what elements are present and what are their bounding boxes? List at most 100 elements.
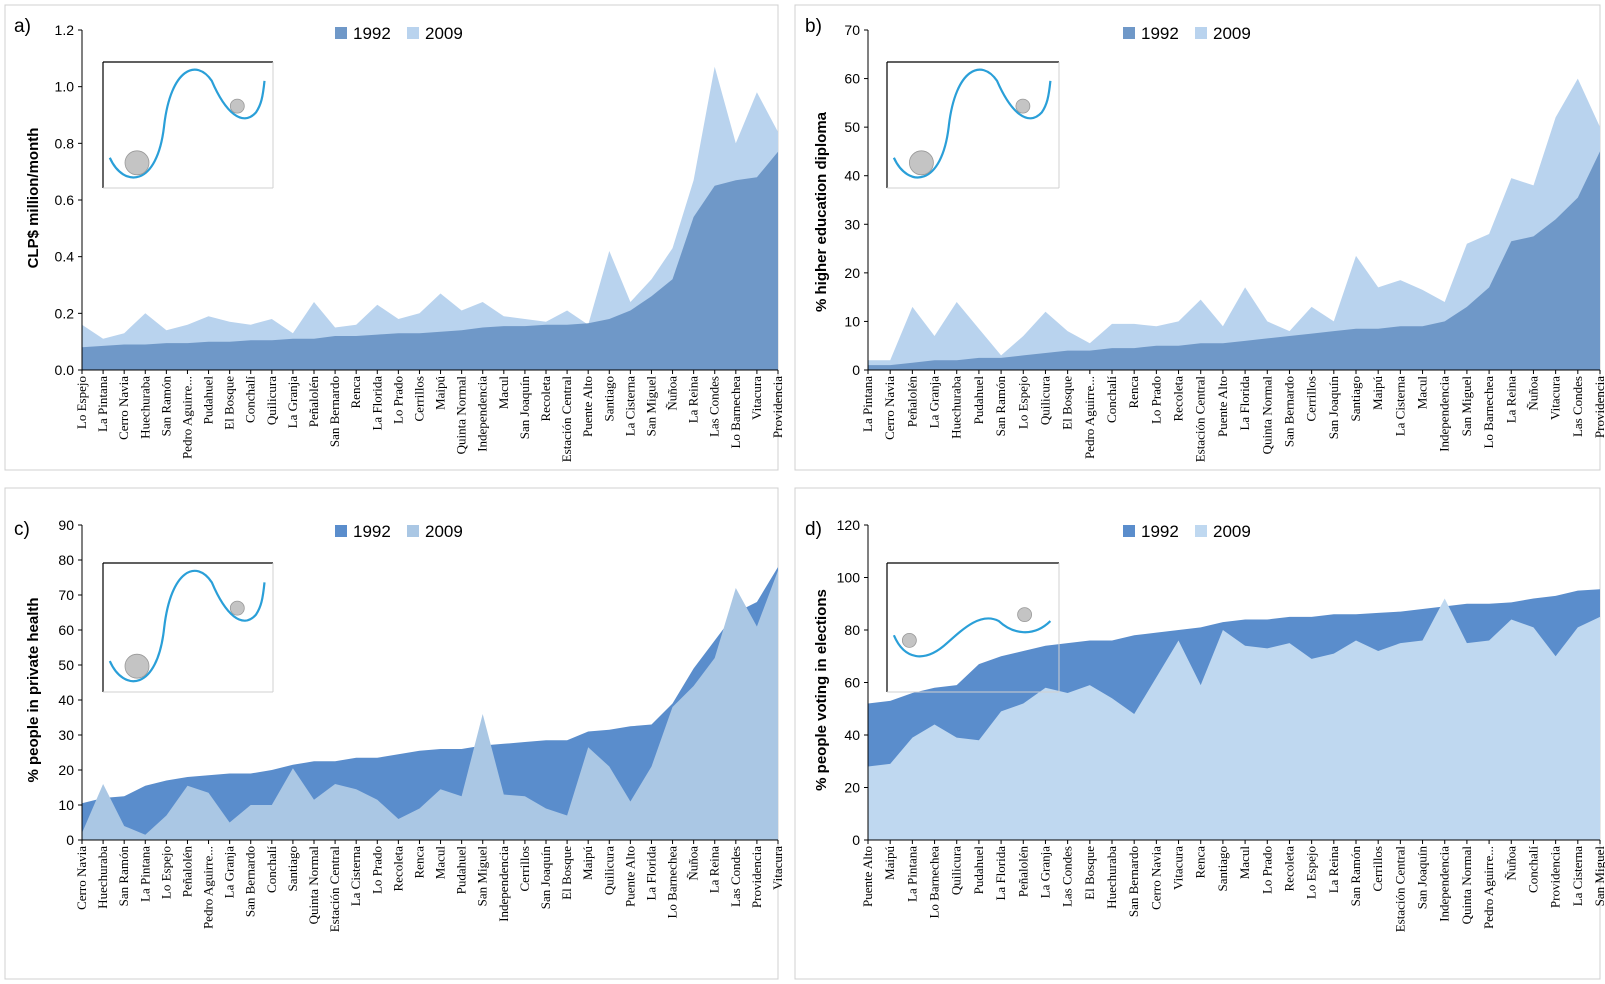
area-series-1992 <box>868 151 1600 370</box>
ball-icon <box>1015 98 1031 114</box>
x-category-label: Lo Prado <box>1259 846 1274 894</box>
x-category-label: Conchalí <box>1104 376 1119 423</box>
ball-icon <box>1017 607 1032 622</box>
x-category-label: Macul <box>433 846 448 880</box>
x-category-label: La Pintana <box>95 376 110 432</box>
x-category-label: Ñuñoa <box>686 846 701 881</box>
x-category-label: Estación Central <box>327 846 342 933</box>
legend-label-1992: 1992 <box>1141 24 1179 43</box>
x-category-label: Conchalí <box>1525 846 1540 893</box>
x-category-label: Maipú <box>433 376 448 410</box>
legend-swatch-2009 <box>1195 525 1207 537</box>
y-tick-label: 90 <box>58 517 74 533</box>
y-tick-label: 0.4 <box>55 249 75 265</box>
x-category-label: Peñalolén <box>1015 846 1030 898</box>
x-category-label: Lo Barnechea <box>927 846 942 919</box>
x-category-label: Cerrillos <box>517 846 532 892</box>
x-category-label: Independencia <box>496 846 511 922</box>
x-category-label: Pudahuel <box>971 846 986 895</box>
x-category-label: Macul <box>496 376 511 410</box>
x-category-label: Quinta Normal <box>454 376 469 455</box>
y-tick-label: 0.8 <box>55 135 75 151</box>
x-category-label: Renca <box>348 376 363 409</box>
ball-icon <box>901 633 917 648</box>
x-category-label: Lo Espejo <box>74 376 89 429</box>
x-category-label: Quinta Normal <box>1459 846 1474 925</box>
y-tick-label: 100 <box>837 570 861 586</box>
legend-label-2009: 2009 <box>425 24 463 43</box>
ball-icon <box>229 98 245 114</box>
y-tick-label: 40 <box>844 168 860 184</box>
x-category-label: Lo Prado <box>369 846 384 894</box>
y-tick-label: 40 <box>58 692 74 708</box>
landscape-curve <box>892 68 1052 179</box>
y-tick-label: 80 <box>58 552 74 568</box>
x-category-label: Conchalí <box>264 846 279 893</box>
legend-label-2009: 2009 <box>425 522 463 541</box>
x-category-label: San Joaquín <box>538 846 553 910</box>
x-category-label: Lo Espejo <box>158 846 173 899</box>
ball-icon <box>229 600 245 616</box>
inset-landscape-diagram <box>886 562 1060 693</box>
x-category-label: Las Condes <box>1570 376 1585 437</box>
x-category-label: Puente Alto <box>860 846 875 907</box>
legend-swatch-2009 <box>1195 27 1207 39</box>
x-category-label: La Cisterna <box>1570 846 1585 907</box>
inset-landscape-diagram <box>102 562 274 693</box>
x-category-label: La Cisterna <box>348 846 363 907</box>
y-tick-label: 80 <box>844 622 860 638</box>
x-category-label: San Miguel <box>475 846 490 907</box>
x-category-label: Lo Barnechea <box>665 846 680 919</box>
legend-swatch-1992 <box>335 27 347 39</box>
ball-icon <box>909 150 934 176</box>
x-category-label: Estación Central <box>1392 846 1407 933</box>
x-category-label: Pudahuel <box>971 376 986 425</box>
y-axis-label: % higher education diploma <box>813 111 830 312</box>
x-category-label: La Granja <box>222 846 237 899</box>
x-category-label: Vitacura <box>749 376 764 420</box>
x-category-label: Providencia <box>1592 376 1605 438</box>
x-category-label: Lo Espejo <box>1304 846 1319 899</box>
x-category-label: San Joaquín <box>1415 846 1430 910</box>
x-category-label: La Granja <box>285 376 300 429</box>
chart-panel-a: 0.0 0.2 0.4 0.6 0.8 1.0 1.2 Lo Espejo La Pintana… <box>4 4 785 471</box>
x-category-label: San Ramón <box>1348 846 1363 907</box>
x-category-label: Quilicura <box>1037 376 1052 425</box>
legend-label-1992: 1992 <box>1141 522 1179 541</box>
legend-swatch-2009 <box>407 27 419 39</box>
x-category-label: Recoleta <box>1171 376 1186 422</box>
landscape-curve <box>108 68 266 179</box>
x-category-label: San Miguel <box>643 376 658 437</box>
area-series-2009 <box>868 598 1600 840</box>
area-series-2009 <box>868 78 1600 370</box>
x-category-label: La Pintana <box>137 846 152 902</box>
y-tick-label: 120 <box>837 517 861 533</box>
panel-label: c) <box>14 519 30 540</box>
x-category-label: Peñalolén <box>306 376 321 428</box>
x-category-label: Providencia <box>770 376 785 438</box>
x-category-label: La Reina <box>686 376 701 424</box>
y-tick-label: 40 <box>844 727 860 743</box>
x-category-label: Recoleta <box>390 846 405 892</box>
x-category-label: El Bosque <box>559 846 574 900</box>
x-category-label: Independencia <box>475 376 490 452</box>
x-category-label: Pudahuel <box>454 846 469 895</box>
y-tick-label: 10 <box>844 313 860 329</box>
x-category-label: San Bernardo <box>327 376 342 447</box>
x-category-label: El Bosque <box>222 376 237 430</box>
legend-label-2009: 2009 <box>1213 522 1251 541</box>
y-tick-label: 0 <box>852 362 860 378</box>
x-category-label: Cerro Navia <box>74 846 89 910</box>
x-category-label: La Granja <box>927 376 942 429</box>
x-category-label: Ñuñoa <box>665 376 680 411</box>
x-category-label: Las Condes <box>1060 846 1075 907</box>
x-category-label: Las Condes <box>707 376 722 437</box>
y-tick-label: 60 <box>844 675 860 691</box>
y-tick-label: 0.2 <box>55 305 75 321</box>
x-category-label: El Bosque <box>1082 846 1097 900</box>
x-category-label: Pudahuel <box>201 376 216 425</box>
x-category-label: Las Condes <box>728 846 743 907</box>
y-tick-label: 30 <box>844 216 860 232</box>
x-category-label: Puente Alto <box>1215 376 1230 437</box>
